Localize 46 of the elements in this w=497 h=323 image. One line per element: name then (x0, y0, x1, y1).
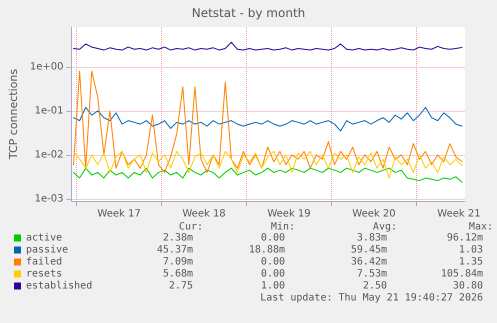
text: Cur: (178, 222, 204, 232)
text: Max: (468, 222, 494, 232)
line-series (73, 150, 462, 178)
x-tick-label: Week 21 (437, 208, 481, 220)
text: 7.53m (356, 268, 388, 280)
x-tick-label: Week 18 (182, 208, 226, 220)
text: 0.00 (260, 268, 286, 280)
y-axis-title: TCP connections (7, 68, 20, 160)
text: 2.75 (168, 280, 194, 292)
legend-label: failed (26, 256, 62, 268)
legend-label: active (26, 232, 62, 244)
line-series (73, 168, 462, 183)
line-series (73, 42, 462, 51)
legend-label: resets (26, 268, 62, 280)
x-tick-label: Week 17 (97, 208, 141, 220)
text: 2.38m (162, 232, 194, 244)
text: 3.83m (356, 232, 388, 244)
text: 36.42m (350, 256, 387, 268)
text: 30.80 (452, 280, 484, 292)
text: 1.00 (260, 280, 286, 292)
text: 7.09m (162, 256, 194, 268)
text: 5.68m (162, 268, 194, 280)
chart-title: Netstat - by month (192, 6, 306, 20)
x-tick-label: Week 19 (267, 208, 311, 220)
text: Last update: Thu May 21 19:40:27 2026 (260, 292, 484, 304)
line-series (73, 106, 462, 132)
text: 18.88m (248, 244, 285, 256)
legend-label: established (26, 280, 92, 292)
text: 96.12m (446, 232, 483, 244)
text: 0.00 (260, 256, 286, 268)
text: 1.03 (458, 244, 484, 256)
text: 1.35 (458, 256, 484, 268)
y-tick-label: 1e-02 (34, 149, 64, 160)
text: 2.50 (362, 280, 388, 292)
legend-label: passive (26, 244, 68, 256)
text: 105.84m (440, 268, 484, 280)
y-tick-label: 1e+00 (30, 61, 64, 72)
x-tick-label: Week 20 (352, 208, 396, 220)
text: 45.37m (156, 244, 193, 256)
text: Min: (270, 222, 296, 232)
text: 0.00 (260, 232, 286, 244)
text: Avg: (372, 222, 398, 232)
line-series (73, 70, 462, 173)
y-tick-label: 1e-01 (34, 105, 64, 116)
text: 59.45m (350, 244, 387, 256)
y-tick-label: 1e-03 (34, 193, 64, 204)
